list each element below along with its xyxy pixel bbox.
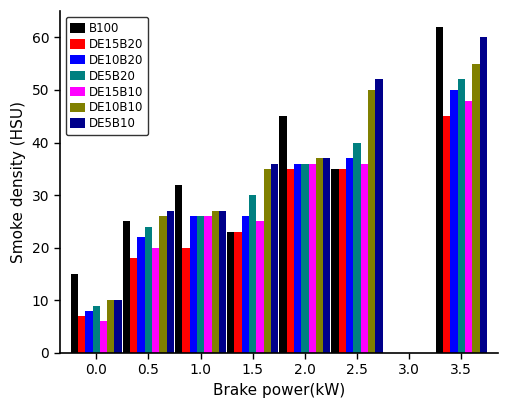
Bar: [279, 116, 287, 353]
Bar: [316, 158, 323, 353]
Bar: [264, 169, 271, 353]
Bar: [331, 169, 339, 353]
Bar: [100, 321, 107, 353]
Bar: [175, 184, 182, 353]
Bar: [159, 216, 166, 353]
Bar: [182, 248, 189, 353]
Bar: [301, 164, 308, 353]
Bar: [465, 101, 472, 353]
Bar: [308, 164, 316, 353]
Bar: [249, 195, 257, 353]
Bar: [294, 164, 301, 353]
Bar: [271, 164, 278, 353]
Bar: [242, 216, 249, 353]
Bar: [227, 232, 235, 353]
Bar: [137, 237, 145, 353]
Bar: [339, 169, 346, 353]
Bar: [375, 79, 383, 353]
Y-axis label: Smoke density (HSU): Smoke density (HSU): [11, 101, 26, 263]
Bar: [479, 37, 487, 353]
Bar: [368, 90, 375, 353]
Bar: [472, 64, 479, 353]
Bar: [71, 274, 78, 353]
Bar: [450, 90, 458, 353]
Bar: [257, 221, 264, 353]
Bar: [152, 248, 159, 353]
Bar: [287, 169, 294, 353]
Bar: [458, 79, 465, 353]
Bar: [443, 116, 450, 353]
Bar: [361, 164, 368, 353]
Bar: [235, 232, 242, 353]
X-axis label: Brake power(kW): Brake power(kW): [213, 383, 345, 398]
Bar: [197, 216, 204, 353]
Bar: [219, 211, 226, 353]
Bar: [123, 221, 130, 353]
Bar: [166, 211, 174, 353]
Bar: [86, 311, 93, 353]
Bar: [323, 158, 330, 353]
Bar: [145, 227, 152, 353]
Legend: B100, DE15B20, DE10B20, DE5B20, DE15B10, DE10B10, DE5B10: B100, DE15B20, DE10B20, DE5B20, DE15B10,…: [66, 17, 148, 135]
Bar: [78, 316, 86, 353]
Bar: [436, 27, 443, 353]
Bar: [204, 216, 212, 353]
Bar: [115, 300, 122, 353]
Bar: [353, 143, 361, 353]
Bar: [346, 158, 353, 353]
Bar: [93, 306, 100, 353]
Bar: [189, 216, 197, 353]
Bar: [107, 300, 115, 353]
Bar: [130, 258, 137, 353]
Bar: [212, 211, 219, 353]
